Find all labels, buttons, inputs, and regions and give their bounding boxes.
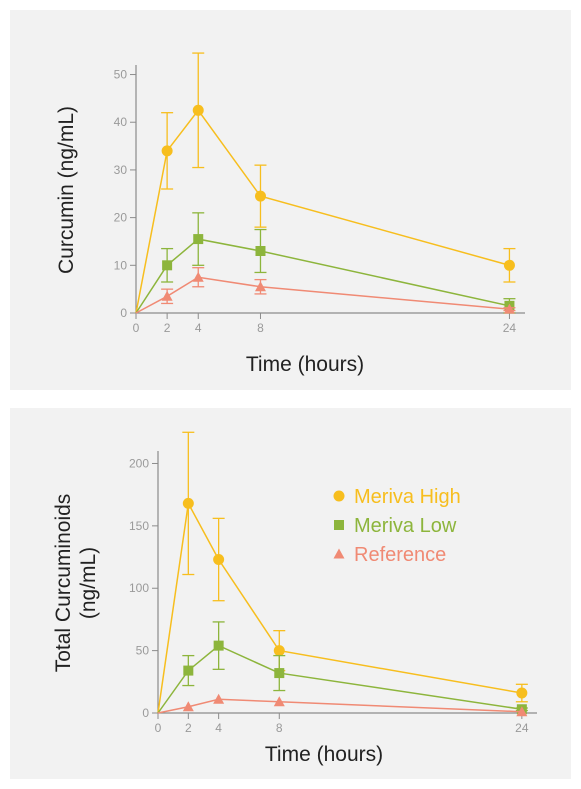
total-curcuminoids-series-meriva-high-point-2 <box>182 497 194 509</box>
curcumin-series-meriva-high-point-24 <box>503 259 515 271</box>
total-curcuminoids-series-reference-point-24 <box>516 706 528 717</box>
total-curcuminoids-y-tick-label-200: 200 <box>129 456 149 470</box>
total-curcuminoids-x-axis-title: Time (hours) <box>265 743 383 766</box>
total-curcuminoids-x-tick-label-24: 24 <box>515 721 529 735</box>
total-curcuminoids-y-axis-title-line-1: Total Curcuminoids <box>52 494 75 673</box>
legend-marker-meriva-low <box>334 520 344 530</box>
curcumin-series-meriva-high-point-2 <box>161 145 173 157</box>
total-curcuminoids-y-tick-label-150: 150 <box>129 519 149 533</box>
total-curcuminoids-x-tick-label-8: 8 <box>276 721 283 735</box>
total-curcuminoids-x-tick-label-4: 4 <box>215 721 222 735</box>
curcumin-series-meriva-high <box>135 52 516 314</box>
total-curcuminoids-series-meriva-high-point-8 <box>273 645 285 657</box>
total-curcuminoids-series-meriva-high <box>157 431 528 714</box>
total-curcuminoids-y-tick-label-50: 50 <box>136 644 150 658</box>
curcumin-series-reference <box>135 267 516 314</box>
curcumin-y-tick-label-10: 10 <box>114 258 128 272</box>
chart-panel-curcumin: 0 2 4 8 24 0 10 20 30 40 50 Time (hours) Curcumin (n… <box>10 10 571 390</box>
curcumin-series-meriva-low-point-4 <box>193 234 204 245</box>
curcumin-y-tick-label-40: 40 <box>114 115 128 129</box>
total-curcuminoids-y-axis-title-line-2: (ng/mL) <box>77 547 100 619</box>
legend-marker-meriva-high <box>333 490 345 502</box>
curcumin-series-meriva-low <box>135 212 516 314</box>
total-curcuminoids-y-axis-title: Total Curcuminoids(ng/mL) <box>52 494 100 673</box>
curcumin-y-axis-title: Curcumin (ng/mL) <box>55 106 78 274</box>
total-curcuminoids-series-meriva-high-point-24 <box>516 687 528 699</box>
total-curcuminoids-series-meriva-low-point-2 <box>183 665 194 676</box>
total-curcuminoids-series-reference <box>157 693 528 717</box>
curcumin-series-meriva-low-point-2 <box>162 260 173 271</box>
curcumin-y-tick-label-0: 0 <box>120 306 127 320</box>
curcumin-series-reference-point-2 <box>161 290 173 301</box>
curcumin-y-tick-label-30: 30 <box>114 163 128 177</box>
total-curcuminoids-y-tick-label-100: 100 <box>129 581 149 595</box>
curcumin-series-reference-point-4 <box>192 271 204 282</box>
curcumin-series-reference-point-24 <box>503 303 515 314</box>
curcumin-x-tick-label-24: 24 <box>503 321 517 335</box>
total-curcuminoids-series-meriva-low-line <box>157 644 522 714</box>
curcumin-series-meriva-low-point-8 <box>255 246 266 256</box>
total-curcuminoids-series-reference-point-2 <box>182 701 194 712</box>
chart-panel-total-curcuminoids: 0 2 4 8 24 0 50 100 150 200 Time (hours) Total Curc… <box>10 408 571 779</box>
curcumin-y-axis-title-line-1: Curcumin (ng/mL) <box>55 106 78 274</box>
total-curcuminoids-series-meriva-low-point-4 <box>213 640 224 651</box>
legend: Meriva High Meriva Low Reference <box>333 486 461 566</box>
curcumin-x-tick-label-2: 2 <box>164 321 171 335</box>
total-curcuminoids-y-tick-label-0: 0 <box>142 706 149 720</box>
legend-label-meriva-low: Meriva Low <box>354 515 457 537</box>
total-curcuminoids-series-meriva-low-point-8 <box>274 668 285 679</box>
curcumin-series-meriva-high-point-8 <box>254 190 266 202</box>
total-curcuminoids-x-tick-label-2: 2 <box>185 721 192 735</box>
curcumin-x-tick-label-0: 0 <box>133 321 140 335</box>
curcumin-series-meriva-high-line <box>135 109 510 314</box>
curcumin-series-meriva-high-point-4 <box>192 104 204 116</box>
curcumin-x-tick-label-4: 4 <box>195 321 202 335</box>
curcumin-y-tick-label-20: 20 <box>114 211 128 225</box>
total-curcuminoids-series-reference-point-8 <box>273 696 285 707</box>
total-curcuminoids-series-meriva-high-point-4 <box>213 554 225 566</box>
curcumin-series-reference-point-8 <box>254 281 266 292</box>
curcumin-x-axis-title: Time (hours) <box>246 353 364 376</box>
legend-label-meriva-high: Meriva High <box>354 486 461 508</box>
legend-label-reference: Reference <box>354 544 446 566</box>
curcumin-x-tick-label-8: 8 <box>257 321 264 335</box>
legend-marker-reference <box>333 548 345 559</box>
curcumin-series-reference-line <box>135 276 510 314</box>
total-curcuminoids-series-reference-point-4 <box>213 693 225 704</box>
curcumin-y-tick-label-50: 50 <box>114 68 128 82</box>
total-curcuminoids-x-tick-label-0: 0 <box>155 721 162 735</box>
